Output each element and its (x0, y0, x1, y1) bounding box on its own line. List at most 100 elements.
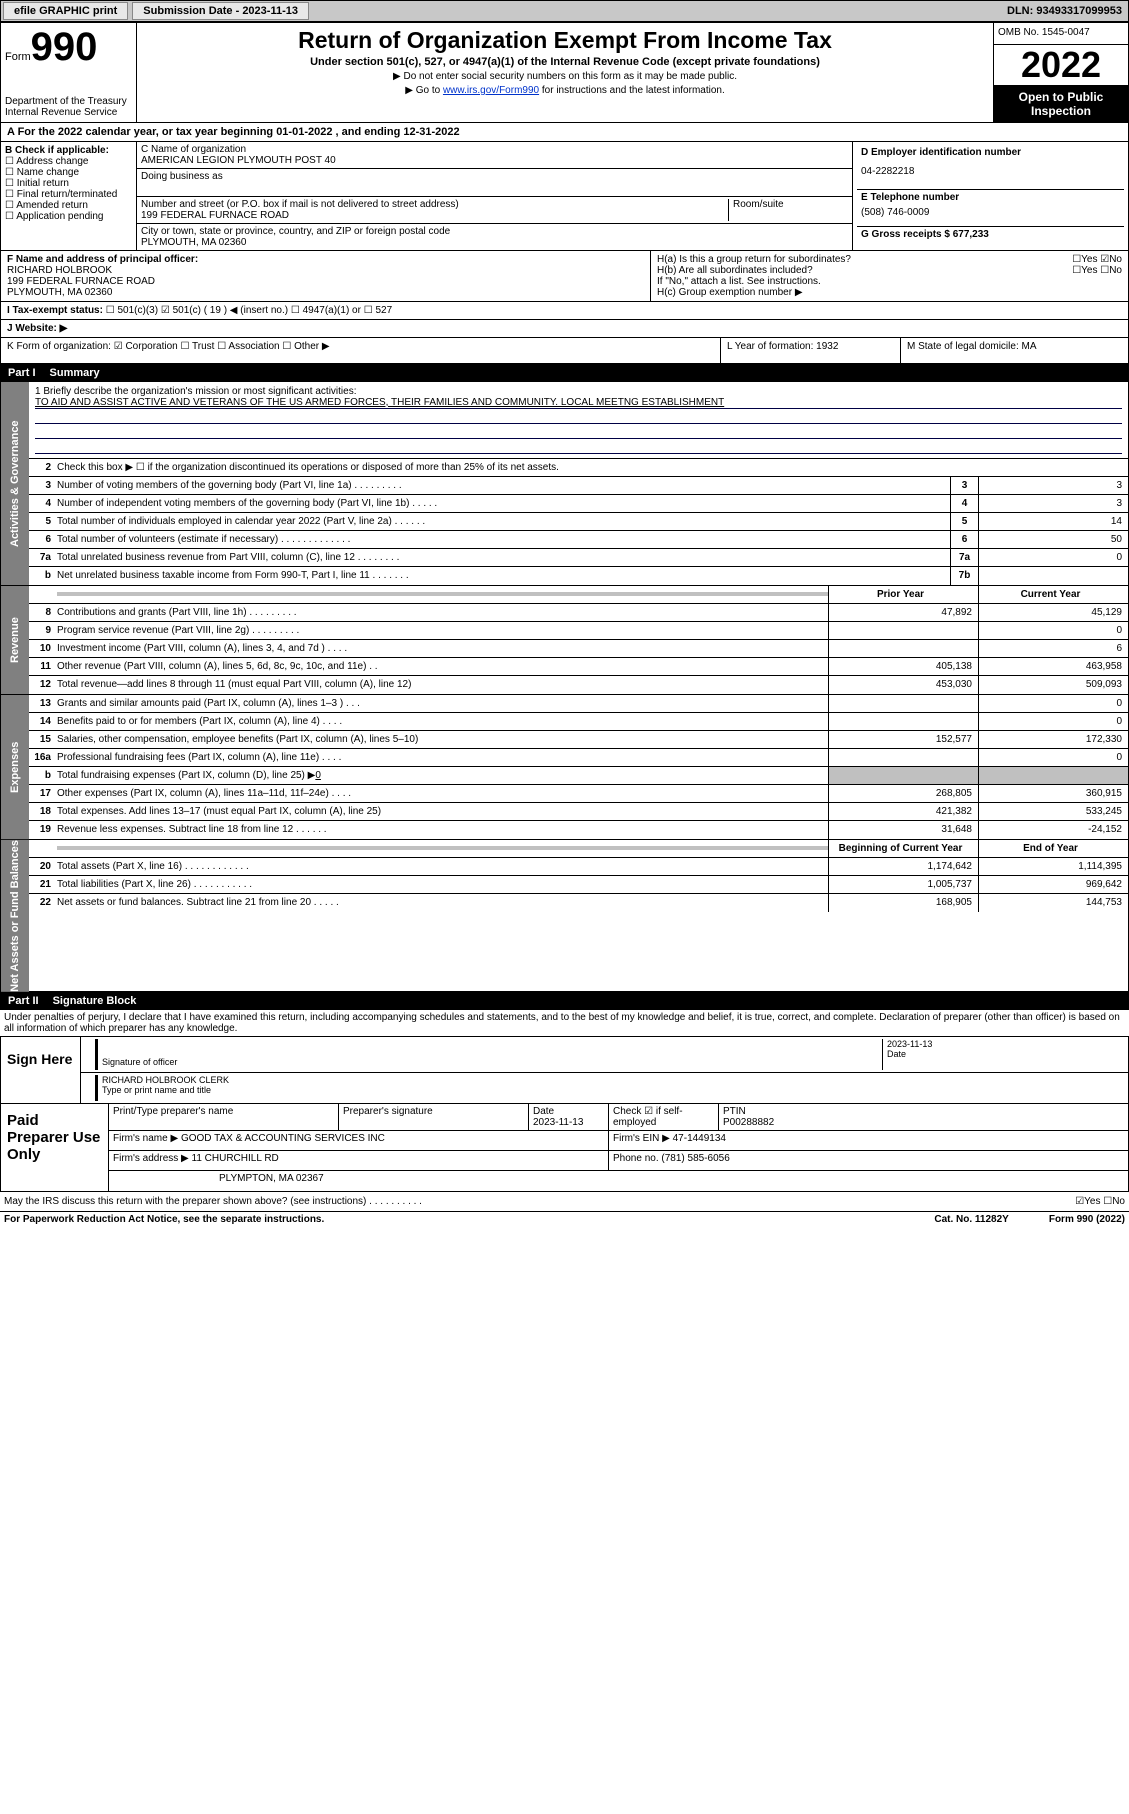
sign-here-label: Sign Here (1, 1037, 81, 1103)
prep-self-emp[interactable]: Check ☑ if self-employed (609, 1104, 719, 1130)
box-k[interactable]: K Form of organization: ☑ Corporation ☐ … (1, 338, 721, 363)
part1-bar: Part ISummary (0, 364, 1129, 382)
e19-cy: -24,152 (978, 821, 1128, 839)
open-to-public: Open to Public Inspection (994, 86, 1128, 122)
f-h-block: F Name and address of principal officer:… (0, 251, 1129, 302)
i-block: I Tax-exempt status: ☐ 501(c)(3) ☑ 501(c… (0, 302, 1129, 320)
e14-cy: 0 (978, 713, 1128, 730)
side-net: Net Assets or Fund Balances (1, 840, 29, 992)
discuss-answer[interactable]: ☑Yes ☐No (1075, 1196, 1125, 1207)
firm-addr2: PLYMPTON, MA 02367 (109, 1171, 1128, 1191)
v7b (978, 567, 1128, 585)
r11-cy: 463,958 (978, 658, 1128, 675)
ha-answer[interactable]: ☐Yes ☑No (1072, 254, 1122, 265)
side-rev: Revenue (1, 586, 29, 694)
hc-label: H(c) Group exemption number ▶ (657, 287, 1122, 298)
addr-row: Number and street (or P.O. box if mail i… (137, 197, 852, 224)
n20-cy: 1,114,395 (978, 858, 1128, 875)
e15-py: 152,577 (828, 731, 978, 748)
dln-label: DLN: 93493317099953 (1001, 5, 1128, 17)
hb-note: If "No," attach a list. See instructions… (657, 276, 1122, 287)
n20-py: 1,174,642 (828, 858, 978, 875)
r11-py: 405,138 (828, 658, 978, 675)
chk-initial-return[interactable]: ☐ Initial return (5, 178, 132, 189)
discuss-question: May the IRS discuss this return with the… (4, 1196, 422, 1207)
firm-name: GOOD TAX & ACCOUNTING SERVICES INC (181, 1133, 385, 1144)
v6: 50 (978, 531, 1128, 548)
activities-governance: Activities & Governance 1 Briefly descri… (0, 382, 1129, 586)
efile-graphic-btn[interactable]: efile GRAPHIC print (3, 2, 128, 20)
officer-sign-name: RICHARD HOLBROOK CLERK (102, 1075, 1122, 1085)
net-assets-section: Net Assets or Fund Balances Beginning of… (0, 840, 1129, 993)
form-note-link: ▶ Go to www.irs.gov/Form990 for instruct… (145, 85, 985, 96)
box-c: C Name of organization AMERICAN LEGION P… (137, 142, 853, 250)
pra-notice: For Paperwork Reduction Act Notice, see … (4, 1214, 324, 1225)
chk-app-pending[interactable]: ☐ Application pending (5, 211, 132, 222)
paid-preparer-label: Paid Preparer Use Only (1, 1104, 109, 1191)
dba-row: Doing business as (137, 169, 852, 197)
box-h: H(a) Is this a group return for subordin… (651, 251, 1128, 301)
ein-value: 04-2282218 (857, 160, 1124, 189)
j-block: J Website: ▶ (0, 320, 1129, 338)
website-label: J Website: ▶ (7, 323, 67, 334)
mission-text: TO AID AND ASSIST ACTIVE AND VETERANS OF… (35, 397, 1122, 409)
phone-value: (508) 746-0009 (857, 205, 1124, 226)
revenue-section: Revenue Prior YearCurrent Year 8Contribu… (0, 586, 1129, 695)
r12-cy: 509,093 (978, 676, 1128, 694)
n21-cy: 969,642 (978, 876, 1128, 893)
phone-label: E Telephone number (857, 189, 1124, 205)
form-title: Return of Organization Exempt From Incom… (145, 27, 985, 54)
e16b-val: 0 (315, 770, 321, 781)
cat-no: Cat. No. 11282Y (934, 1214, 1008, 1225)
r10-cy: 6 (978, 640, 1128, 657)
chk-address-change[interactable]: ☐ Address change (5, 156, 132, 167)
paid-preparer-block: Paid Preparer Use Only Print/Type prepar… (0, 1104, 1129, 1192)
line2[interactable]: Check this box ▶ ☐ if the organization d… (57, 460, 1128, 475)
part2-bar: Part IISignature Block (0, 992, 1129, 1010)
form-word: Form (5, 51, 31, 63)
e18-cy: 533,245 (978, 803, 1128, 820)
chk-name-change[interactable]: ☐ Name change (5, 167, 132, 178)
box-m: M State of legal domicile: MA (901, 338, 1128, 363)
dept-treasury: Department of the Treasury (5, 96, 132, 107)
e16a-cy: 0 (978, 749, 1128, 766)
e19-py: 31,648 (828, 821, 978, 839)
line1-label: 1 Briefly describe the organization's mi… (35, 386, 1122, 397)
prep-date: 2023-11-13 (533, 1117, 604, 1128)
r12-py: 453,030 (828, 676, 978, 694)
chk-final-return[interactable]: ☐ Final return/terminated (5, 189, 132, 200)
form-number: 990 (31, 25, 98, 69)
form-footer: Form 990 (2022) (1049, 1214, 1125, 1225)
submission-date-btn[interactable]: Submission Date - 2023-11-13 (132, 2, 309, 20)
firm-phone: (781) 585-6056 (661, 1153, 729, 1164)
box-b: B Check if applicable: ☐ Address change … (1, 142, 137, 250)
penalty-statement: Under penalties of perjury, I declare th… (0, 1010, 1129, 1037)
e18-py: 421,382 (828, 803, 978, 820)
chk-amended[interactable]: ☐ Amended return (5, 200, 132, 211)
e17-py: 268,805 (828, 785, 978, 802)
gross-receipts: G Gross receipts $ 677,233 (857, 226, 1124, 242)
irs-label: Internal Revenue Service (5, 107, 132, 118)
header-center: Return of Organization Exempt From Incom… (137, 23, 993, 122)
n22-cy: 144,753 (978, 894, 1128, 912)
form-header: Form990 Department of the Treasury Inter… (0, 22, 1129, 123)
header-left: Form990 Department of the Treasury Inter… (1, 23, 137, 122)
form-subtitle: Under section 501(c), 527, or 4947(a)(1)… (145, 56, 985, 68)
line-a-tax-year: A For the 2022 calendar year, or tax yea… (0, 123, 1129, 142)
r8-cy: 45,129 (978, 604, 1128, 621)
bcd-block: B Check if applicable: ☐ Address change … (0, 142, 1129, 251)
v3: 3 (978, 477, 1128, 494)
irs-link[interactable]: www.irs.gov/Form990 (443, 85, 539, 96)
hb-answer[interactable]: ☐Yes ☐No (1072, 265, 1122, 276)
e15-cy: 172,330 (978, 731, 1128, 748)
n21-py: 1,005,737 (828, 876, 978, 893)
org-name-row: C Name of organization AMERICAN LEGION P… (137, 142, 852, 169)
officer-addr: 199 FEDERAL FURNACE ROAD (7, 276, 644, 287)
city-row: City or town, state or province, country… (137, 224, 852, 250)
efile-topbar: efile GRAPHIC print Submission Date - 20… (0, 0, 1129, 22)
form-note-ssn: ▶ Do not enter social security numbers o… (145, 71, 985, 82)
omb-number: OMB No. 1545-0047 (994, 23, 1128, 45)
tax-exempt-status[interactable]: ☐ 501(c)(3) ☑ 501(c) ( 19 ) ◀ (insert no… (106, 305, 392, 316)
sign-here-block: Sign Here Signature of officer 2023-11-1… (0, 1037, 1129, 1104)
r8-py: 47,892 (828, 604, 978, 621)
